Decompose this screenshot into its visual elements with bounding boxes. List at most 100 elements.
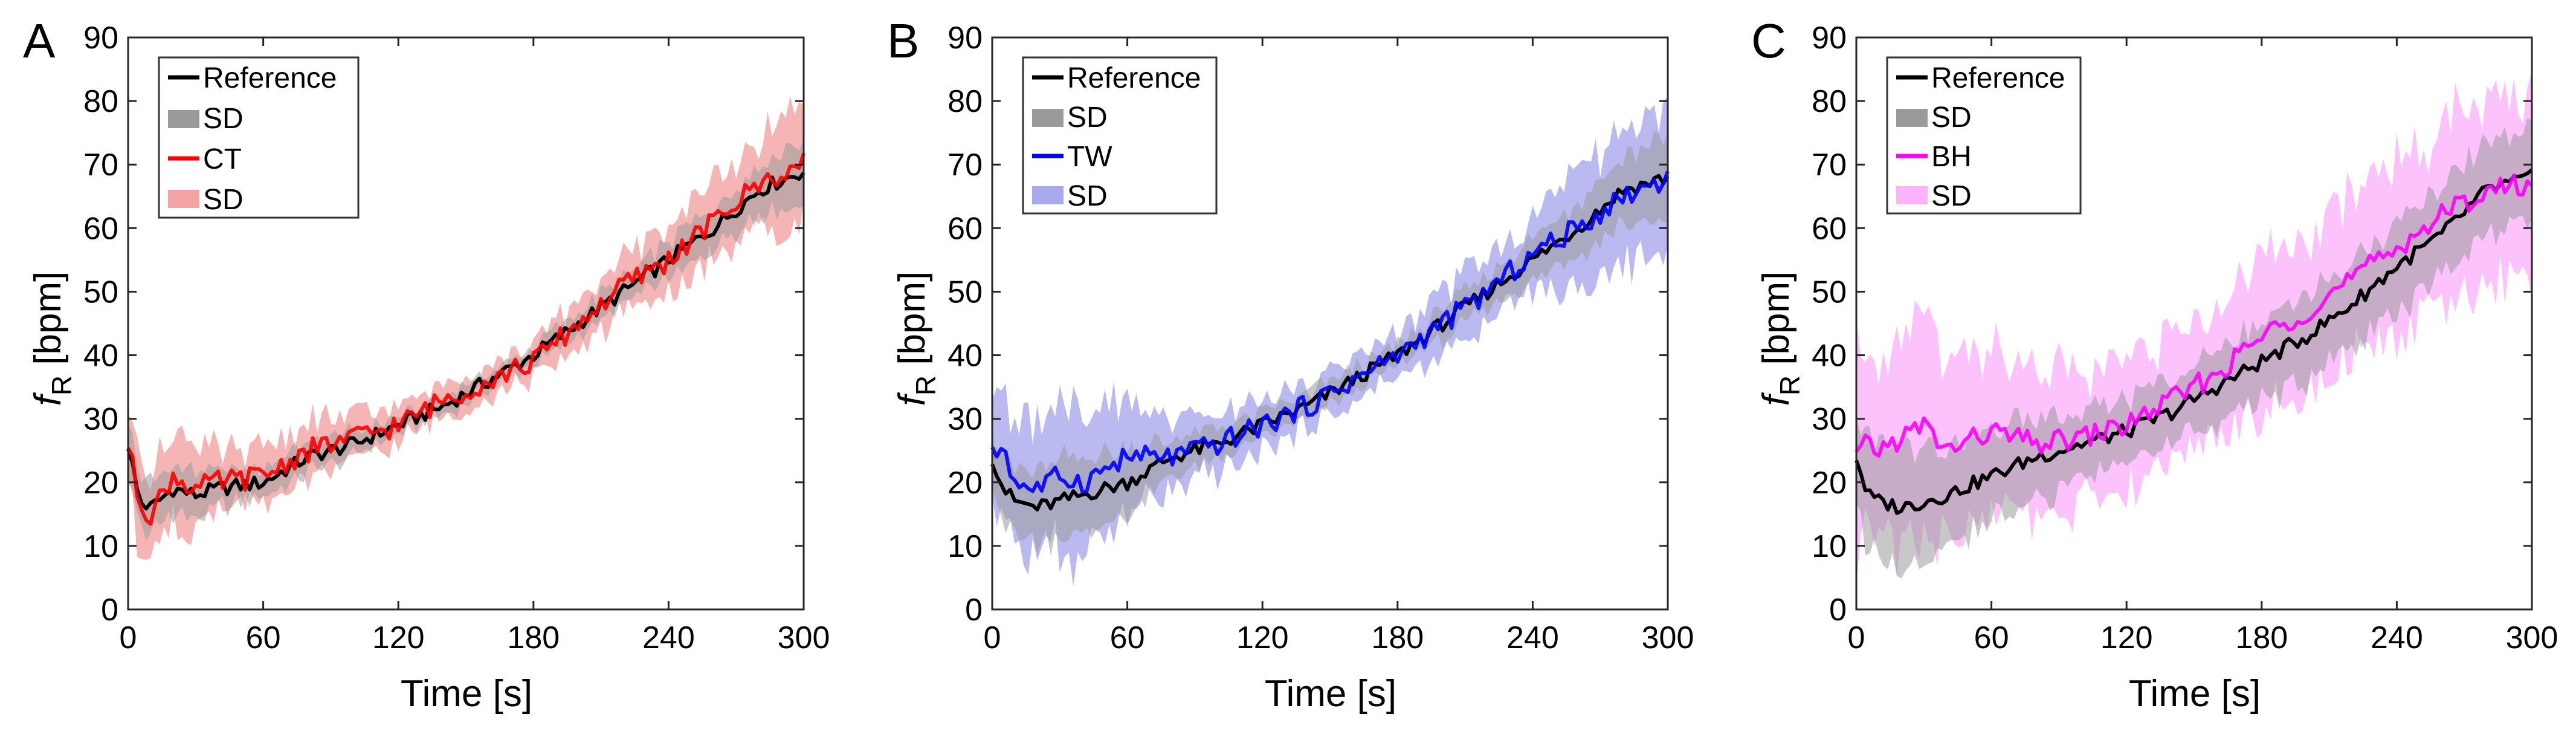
- y-label-sub: R: [46, 375, 77, 395]
- y-tick-label: 40: [947, 339, 983, 374]
- x-tick-label: 180: [507, 620, 560, 655]
- y-tick-label: 30: [1812, 402, 1847, 437]
- x-tick-label: 300: [778, 620, 830, 655]
- x-tick-label: 300: [1642, 620, 1694, 655]
- x-tick-label: 60: [1110, 620, 1145, 655]
- legend-swatch-method-sd: [1896, 186, 1928, 204]
- y-label-unit: [bpm]: [1755, 271, 1797, 375]
- legend-label-reference-sd: SD: [1067, 102, 1108, 134]
- y-label-sub: R: [910, 375, 941, 395]
- y-tick-label: 80: [1812, 84, 1847, 119]
- x-tick-label: 0: [984, 620, 1001, 655]
- legend: Reference SD TW SD: [1022, 56, 1218, 215]
- x-tick-label: 240: [1506, 620, 1559, 655]
- reference-sd-band: [992, 131, 1668, 556]
- x-axis-label: Time [s]: [401, 673, 532, 715]
- legend-label-reference: Reference: [1931, 62, 2065, 94]
- y-tick-label: 30: [83, 402, 118, 437]
- y-axis-label: fR [bpm]: [27, 271, 77, 406]
- x-axis-label: Time [s]: [2129, 673, 2261, 715]
- legend: Reference SD CT SD: [158, 56, 360, 219]
- y-label-unit: [bpm]: [27, 271, 69, 375]
- legend-label-reference: Reference: [203, 62, 337, 94]
- y-tick-label: 50: [1812, 274, 1847, 310]
- x-tick-label: 180: [2235, 620, 2288, 655]
- x-tick-label: 120: [2100, 620, 2153, 655]
- x-tick-label: 180: [1371, 620, 1424, 655]
- legend-label-method-sd: SD: [1931, 180, 1972, 212]
- y-tick-label: 90: [1812, 21, 1847, 56]
- y-tick-label: 20: [1812, 466, 1847, 501]
- panel-letter: A: [23, 14, 56, 68]
- legend-label-reference-sd: SD: [1931, 102, 1972, 134]
- legend-swatch-method-sd: [168, 190, 199, 208]
- x-tick-label: 300: [2506, 620, 2558, 655]
- y-tick-label: 40: [83, 339, 118, 374]
- legend-label-method: BH: [1931, 141, 1972, 173]
- y-tick-label: 10: [947, 529, 983, 564]
- x-tick-label: 120: [1236, 620, 1289, 655]
- y-tick-label: 90: [83, 21, 118, 56]
- reference-sd-band: [128, 139, 804, 541]
- x-tick-label: 0: [120, 620, 137, 655]
- y-tick-label: 0: [1829, 593, 1847, 628]
- x-tick-label: 240: [2371, 620, 2423, 655]
- axes-box: [127, 36, 805, 611]
- y-tick-label: 50: [947, 274, 983, 310]
- method-line: [126, 152, 805, 526]
- y-tick-label: 10: [1812, 529, 1847, 564]
- axes-box: [991, 36, 1669, 611]
- y-axis-label: fR [bpm]: [891, 271, 941, 406]
- y-tick-label: 60: [947, 211, 983, 246]
- y-tick-label: 50: [83, 274, 118, 310]
- y-tick-label: 70: [947, 148, 983, 183]
- legend-swatch-reference-sd: [1896, 109, 1928, 127]
- legend-label-method-sd: SD: [1067, 180, 1108, 212]
- y-tick-label: 90: [947, 21, 983, 56]
- y-tick-label: 60: [1812, 211, 1847, 246]
- x-tick-label: 240: [642, 620, 695, 655]
- legend-label-method: CT: [203, 143, 242, 175]
- x-axis-label: Time [s]: [1265, 673, 1396, 715]
- y-tick-label: 80: [83, 84, 118, 119]
- y-tick-label: 0: [965, 593, 983, 628]
- legend-label-reference-sd: SD: [203, 103, 244, 135]
- y-tick-label: 70: [83, 148, 118, 183]
- svg-text:fR [bpm]: fR [bpm]: [27, 271, 77, 406]
- y-label-sub: R: [1774, 375, 1806, 395]
- legend-label-reference: Reference: [1067, 62, 1201, 94]
- x-tick-label: 120: [372, 620, 425, 655]
- x-tick-label: 60: [1974, 620, 2009, 655]
- y-axis-label: fR [bpm]: [1755, 271, 1806, 406]
- method-sd-band: [128, 96, 804, 560]
- y-tick-label: 80: [947, 84, 983, 119]
- panel-a: A 0 10 20 30 40 50 60 70 80 90 0 60 120 180 240 300 fR …: [23, 14, 830, 715]
- y-tick-label: 40: [1812, 339, 1847, 374]
- y-tick-label: 70: [1812, 148, 1847, 183]
- panel-b: B 0 10 20 30 40 50 60 70 80 90 0 60 120 180 240 300 fR …: [887, 14, 1694, 715]
- y-tick-label: 0: [101, 593, 118, 628]
- legend-swatch-reference-sd: [1032, 109, 1064, 127]
- y-tick-label: 30: [947, 402, 983, 437]
- y-tick-label: 60: [83, 211, 118, 246]
- legend-label-method: TW: [1067, 141, 1112, 173]
- axes-box: [1855, 36, 2533, 611]
- method-line: [990, 171, 1670, 493]
- panel-c: C 0 10 20 30 40 50 60 70 80 90 0 60 120 180 240 300 fR …: [1751, 14, 2558, 715]
- panel-letter: B: [887, 14, 919, 68]
- panel-letter: C: [1751, 14, 1786, 68]
- x-tick-label: 0: [1848, 620, 1865, 655]
- legend-label-method-sd: SD: [203, 184, 244, 216]
- svg-text:fR [bpm]: fR [bpm]: [891, 271, 941, 406]
- method-line: [1855, 173, 2534, 458]
- legend-swatch-reference-sd: [168, 110, 199, 128]
- reference-line: [1855, 168, 2533, 515]
- svg-text:fR [bpm]: fR [bpm]: [1755, 271, 1806, 406]
- y-label-unit: [bpm]: [891, 271, 933, 375]
- y-tick-label: 10: [83, 529, 118, 564]
- x-tick-label: 60: [246, 620, 281, 655]
- legend-swatch-method-sd: [1032, 186, 1064, 204]
- y-tick-label: 20: [947, 466, 983, 501]
